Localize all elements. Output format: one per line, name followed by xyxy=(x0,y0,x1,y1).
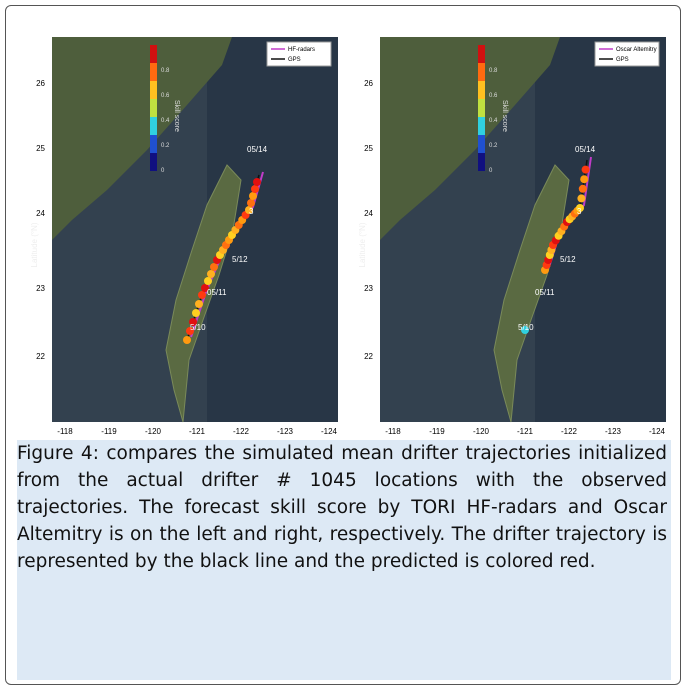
skill-dot xyxy=(195,300,203,308)
skill-dot xyxy=(577,194,585,202)
x-tick-label: -121 xyxy=(517,427,534,436)
date-label: 3 xyxy=(249,207,254,216)
y-tick-label: 22 xyxy=(36,352,45,361)
skill-dot xyxy=(204,277,212,285)
y-tick-label: 23 xyxy=(36,284,45,293)
skill-dot xyxy=(198,291,206,299)
y-tick-label: 25 xyxy=(364,144,373,153)
x-tick-label: -121 xyxy=(189,427,206,436)
colorbar-title: Skill score xyxy=(501,100,508,132)
legend-label: HF-radars xyxy=(288,47,315,53)
date-label: 5/10 xyxy=(190,323,206,332)
skill-dot xyxy=(249,192,257,200)
legend-label: GPS xyxy=(288,57,301,63)
colorbar-segment xyxy=(150,99,157,117)
skill-dot xyxy=(253,178,261,186)
y-tick-label: 26 xyxy=(36,79,45,88)
colorbar-tick: 0.2 xyxy=(161,143,170,149)
date-label: 3 xyxy=(577,207,582,216)
x-tick-label: -119 xyxy=(429,427,445,436)
colorbar-segment xyxy=(478,45,485,63)
skill-dot xyxy=(579,185,587,193)
colorbar-segment xyxy=(478,153,485,171)
date-label: 5/12 xyxy=(232,255,248,264)
colorbar-segment xyxy=(478,99,485,117)
colorbar-title: Skill score xyxy=(173,100,180,132)
y-tick-label: 25 xyxy=(36,144,45,153)
colorbar-tick: 0.8 xyxy=(161,68,170,74)
x-tick-label: -122 xyxy=(561,427,578,436)
colorbar-segment xyxy=(478,81,485,99)
skill-dot xyxy=(192,309,200,317)
colorbar-tick: 0.6 xyxy=(161,93,170,99)
figure-image: 26 25 24 23 22 -118 -119 -120 -121 -122 -123 -124 La… xyxy=(27,30,670,440)
date-label: 05/11 xyxy=(535,288,555,297)
x-tick-label: -119 xyxy=(101,427,117,436)
colorbar-tick: 0.2 xyxy=(489,143,498,149)
date-label: 5/10 xyxy=(518,323,534,332)
x-tick-label: -123 xyxy=(277,427,294,436)
colorbar-tick: 0.4 xyxy=(161,118,170,124)
colorbar-segment xyxy=(150,135,157,153)
legend-label: GPS xyxy=(616,57,629,63)
colorbar-tick: 0.6 xyxy=(489,93,498,99)
x-tick-label: -120 xyxy=(145,427,162,436)
skill-dot xyxy=(210,263,218,271)
y-axis-label: Latitude (°N) xyxy=(358,222,367,267)
legend-label: Oscar Altemitry xyxy=(616,47,657,53)
date-label: 05/14 xyxy=(575,145,596,154)
colorbar-segment xyxy=(150,153,157,171)
colorbar-segment xyxy=(150,45,157,63)
y-tick-label: 22 xyxy=(364,352,373,361)
y-tick-label: 23 xyxy=(364,284,373,293)
x-tick-label: -118 xyxy=(57,427,73,436)
x-tick-label: -123 xyxy=(605,427,622,436)
x-tick-label: -118 xyxy=(385,427,401,436)
map-panel: 26 25 24 23 22 -118 -119 -120 -121 -122 -123 -124 La… xyxy=(27,30,345,440)
colorbar-tick: 0.8 xyxy=(489,68,498,74)
x-tick-label: -120 xyxy=(473,427,490,436)
y-tick-label: 24 xyxy=(36,209,45,218)
x-tick-label: -122 xyxy=(233,427,250,436)
colorbar-tick: 0.4 xyxy=(489,118,498,124)
x-tick-label: -124 xyxy=(649,427,666,436)
colorbar-segment xyxy=(478,117,485,135)
x-tick-label: -124 xyxy=(321,427,338,436)
skill-dot xyxy=(251,185,259,193)
skill-dot xyxy=(183,336,191,344)
skill-dot xyxy=(247,199,255,207)
date-label: 05/11 xyxy=(207,288,227,297)
y-tick-label: 26 xyxy=(364,79,373,88)
colorbar-segment xyxy=(478,63,485,81)
skill-dot xyxy=(207,270,215,278)
y-axis-label: Latitude (°N) xyxy=(30,222,39,267)
caption: Figure 4: compares the simulated mean dr… xyxy=(17,440,671,680)
map-panel: 26 25 24 23 22 -118 -119 -120 -121 -122 -123 -124 La… xyxy=(355,30,670,440)
date-label: 5/12 xyxy=(560,255,576,264)
skill-dot xyxy=(580,175,588,183)
date-label: 05/14 xyxy=(247,145,268,154)
y-tick-label: 24 xyxy=(364,209,373,218)
colorbar-segment xyxy=(150,63,157,81)
skill-dot xyxy=(582,166,590,174)
colorbar-segment xyxy=(478,135,485,153)
colorbar-segment xyxy=(150,81,157,99)
colorbar-segment xyxy=(150,117,157,135)
